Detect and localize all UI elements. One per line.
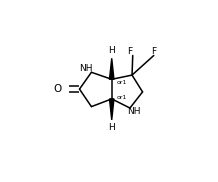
Text: H: H <box>108 123 115 132</box>
Text: F: F <box>151 47 156 56</box>
Text: NH: NH <box>127 107 141 116</box>
Text: O: O <box>53 84 61 94</box>
Polygon shape <box>109 58 114 79</box>
Text: H: H <box>108 46 115 55</box>
Text: NH: NH <box>79 64 93 73</box>
Text: F: F <box>127 47 132 56</box>
Polygon shape <box>109 99 114 120</box>
Text: or1: or1 <box>117 80 127 85</box>
Text: or1: or1 <box>117 95 127 100</box>
